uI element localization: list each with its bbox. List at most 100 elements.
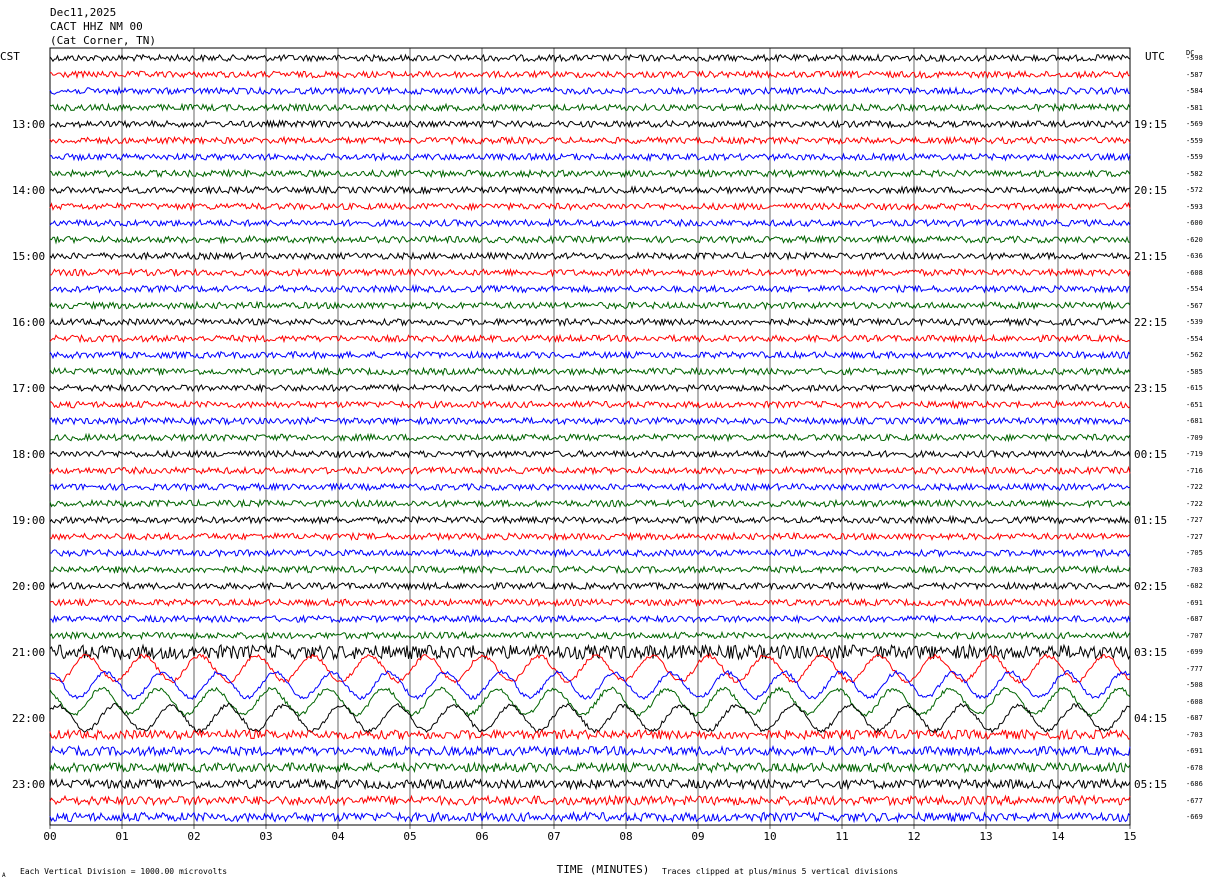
dc-offset-label: -615 (1186, 384, 1203, 392)
x-axis-title: TIME (MINUTES) (556, 863, 650, 876)
x-tick-label: 08 (619, 830, 633, 843)
dc-offset-label: -559 (1186, 153, 1203, 161)
seismic-trace (49, 482, 1131, 492)
dc-offset-label: -562 (1186, 351, 1203, 359)
header-station: CACT HHZ NM 00 (50, 20, 143, 33)
dc-offset-label: -600 (1186, 219, 1203, 227)
dc-offset-label: -620 (1186, 235, 1203, 244)
dc-offset-label: -707 (1186, 631, 1203, 640)
dc-offset-label: -691 (1186, 747, 1203, 755)
seismic-trace (49, 317, 1131, 327)
seismic-trace (49, 135, 1131, 146)
x-tick-label: 14 (1051, 830, 1065, 843)
seismic-trace (49, 581, 1131, 592)
dc-offset-label: -681 (1186, 417, 1203, 425)
dc-offset-label: -687 (1186, 714, 1203, 722)
x-tick-label: 13 (979, 830, 993, 843)
dc-offset-label: -703 (1186, 730, 1203, 739)
right-hour-label: 04:15 (1134, 712, 1168, 725)
dc-column-header: DC (1186, 49, 1195, 57)
corner-mark: A (2, 872, 6, 879)
seismic-trace (49, 531, 1131, 542)
dc-offset-label: -703 (1186, 565, 1203, 574)
seismic-trace (49, 564, 1131, 575)
seismic-trace (49, 465, 1131, 476)
right-hour-label: 22:15 (1134, 316, 1168, 329)
left-hour-label: 18:00 (12, 448, 46, 461)
seismic-trace (49, 614, 1131, 624)
left-hour-label: 19:00 (12, 514, 46, 527)
seismic-trace (49, 548, 1131, 558)
seismic-trace (49, 702, 1131, 734)
left-hour-label: 14:00 (12, 184, 46, 197)
x-tick-label: 11 (835, 830, 849, 843)
right-timezone-label: UTC (1145, 50, 1165, 63)
dc-offset-label: -682 (1186, 582, 1203, 590)
header-location: (Cat Corner, TN) (50, 34, 156, 47)
dc-offset-label: -722 (1186, 499, 1203, 508)
header-date: Dec11,2025 (50, 6, 117, 19)
footer-clip-note: Traces clipped at plus/minus 5 vertical … (662, 867, 899, 876)
right-hour-label: 02:15 (1134, 580, 1168, 593)
seismic-trace (49, 643, 1131, 661)
seismic-trace (49, 448, 1131, 459)
dc-offset-label: -651 (1186, 400, 1203, 409)
dc-offset-label: -581 (1186, 103, 1203, 112)
dc-offset-label: -677 (1186, 796, 1203, 805)
seismic-trace (49, 69, 1131, 80)
left-hour-label: 21:00 (12, 646, 46, 659)
seismic-trace (49, 119, 1131, 129)
x-tick-label: 04 (331, 830, 345, 843)
seismic-trace (49, 383, 1131, 393)
dc-offset-label: -554 (1186, 334, 1203, 343)
seismic-trace (49, 234, 1131, 245)
seismic-trace (49, 630, 1131, 641)
left-hour-label: 22:00 (12, 712, 46, 725)
seismic-trace (49, 283, 1131, 294)
x-tick-label: 06 (475, 830, 489, 843)
left-hour-label: 16:00 (12, 316, 46, 329)
seismic-trace (49, 794, 1131, 807)
right-hour-label: 00:15 (1134, 448, 1168, 461)
left-timezone-label: CST (0, 50, 20, 63)
x-tick-label: 15 (1123, 830, 1137, 843)
seismic-trace (49, 217, 1131, 228)
seismic-trace (49, 669, 1131, 701)
footer-scale-note: Each Vertical Division = 1000.00 microvo… (20, 867, 228, 876)
seismic-trace (49, 416, 1131, 427)
dc-offset-label: -669 (1186, 813, 1203, 821)
seismic-trace (49, 652, 1131, 684)
x-tick-label: 01 (115, 830, 129, 843)
seismic-trace (49, 744, 1131, 758)
dc-offset-label: -687 (1186, 615, 1203, 623)
dc-offset-label: -608 (1186, 268, 1203, 277)
x-tick-label: 05 (403, 830, 417, 843)
seismic-trace (49, 810, 1131, 824)
x-tick-label: 00 (43, 830, 57, 843)
x-tick-label: 07 (547, 830, 561, 843)
dc-offset-label: -584 (1186, 87, 1203, 95)
right-hour-label: 05:15 (1134, 778, 1168, 791)
x-tick-label: 02 (187, 830, 201, 843)
seismic-trace (49, 168, 1131, 179)
dc-offset-label: -722 (1186, 483, 1203, 491)
dc-offset-label: -572 (1186, 186, 1203, 194)
seismic-trace (49, 366, 1131, 377)
seismic-trace (49, 686, 1131, 718)
seismic-trace (49, 498, 1131, 509)
dc-offset-label: -539 (1186, 318, 1203, 326)
seismic-trace (49, 201, 1131, 212)
dc-offset-label: -636 (1186, 252, 1203, 260)
dc-offset-label: -569 (1186, 120, 1203, 128)
dc-offset-label: -699 (1186, 648, 1203, 656)
left-hour-label: 20:00 (12, 580, 46, 593)
right-hour-label: 01:15 (1134, 514, 1168, 527)
dc-offset-label: -559 (1186, 136, 1203, 145)
right-hour-label: 19:15 (1134, 118, 1168, 131)
left-hour-label: 15:00 (12, 250, 46, 263)
dc-offset-label: -709 (1186, 433, 1203, 442)
seismic-trace (49, 53, 1131, 63)
dc-offset-label: -716 (1186, 466, 1203, 475)
dc-offset-label: -705 (1186, 549, 1203, 557)
seismic-trace (49, 761, 1131, 774)
